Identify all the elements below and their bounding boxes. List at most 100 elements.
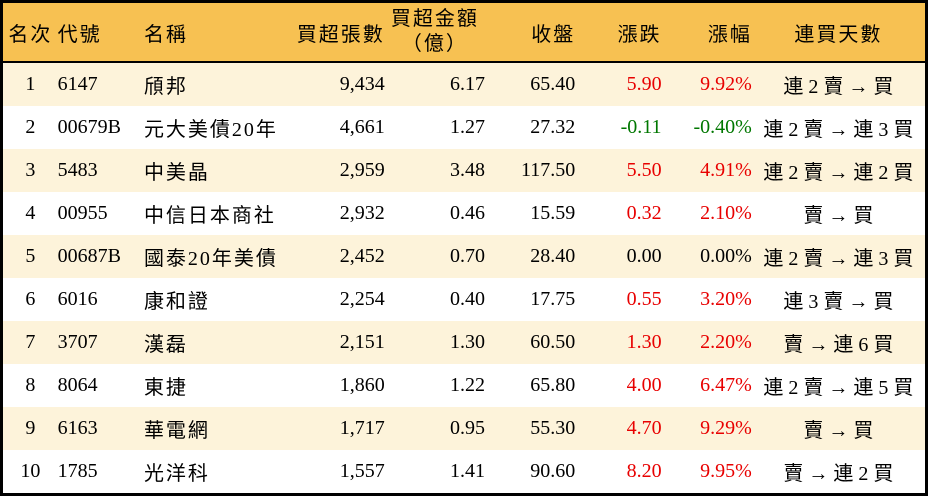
cell-name: 華電網	[143, 420, 210, 442]
cell-amount: 1.22	[450, 374, 486, 396]
cell-volume: 4,661	[339, 116, 385, 138]
cell-name: 東捷	[143, 377, 188, 399]
table-row: 3 5483 中美晶 2,959 3.48 117.50 5.50 4.91% 連 2 賣 → …	[1, 149, 927, 192]
cell-name: 漢磊	[143, 334, 188, 356]
cell-streak: 連 2 賣 → 買	[783, 76, 894, 98]
cell-change-pct: 9.95%	[700, 460, 752, 482]
cell-rank: 8	[25, 374, 36, 396]
cell-change-pct: 4.91%	[700, 159, 752, 181]
cell-change: 5.50	[626, 159, 662, 181]
cell-volume: 9,434	[339, 73, 385, 95]
cell-streak: 連 2 賣 → 連 5 買	[763, 377, 914, 399]
col-header-amount: 買超金額 （億）	[384, 1, 486, 63]
table-row: 8 8064 東捷 1,860 1.22 65.80 4.00 6.47% 連 2 賣 → 連 …	[1, 364, 927, 407]
cell-change-pct: 3.20%	[700, 288, 752, 310]
cell-streak: 連 2 賣 → 連 3 買	[763, 248, 914, 270]
cell-volume: 1,860	[339, 374, 385, 396]
cell-streak: 連 2 賣 → 連 3 買	[763, 119, 914, 141]
col-header-change-pct: 漲幅	[661, 1, 752, 63]
col-header-code: 代號	[57, 1, 144, 63]
cell-code: 00955	[57, 202, 108, 224]
table-body: 1 6147 頎邦 9,434 6.17 65.40 5.90 9.92% 連 2 賣 → 買 2…	[1, 62, 927, 495]
table-header: 名次 代號 名稱 買超張數 買超金額 （億） 收盤 漲跌 漲幅 連買天數	[1, 1, 927, 63]
cell-volume: 2,932	[339, 202, 385, 224]
cell-name: 光洋科	[143, 463, 210, 485]
cell-change-pct: 9.92%	[700, 73, 752, 95]
col-header-amount-line2: （億）	[401, 33, 468, 55]
cell-streak: 賣 → 買	[803, 205, 874, 227]
table-row: 5 00687B 國泰20年美債 2,452 0.70 28.40 0.00 0.00% 連 2…	[1, 235, 927, 278]
table-row: 10 1785 光洋科 1,557 1.41 90.60 8.20 9.95% 賣 → 連 2 …	[1, 450, 927, 495]
cell-close: 27.32	[530, 116, 576, 138]
cell-name: 頎邦	[143, 76, 188, 98]
cell-close: 15.59	[530, 202, 576, 224]
table-row: 9 6163 華電網 1,717 0.95 55.30 4.70 9.29% 賣 → 買	[1, 407, 927, 450]
table-row: 6 6016 康和證 2,254 0.40 17.75 0.55 3.20% 連 3 賣 → 買	[1, 278, 927, 321]
cell-rank: 10	[20, 460, 41, 482]
cell-name: 中美晶	[143, 162, 210, 184]
cell-change: 5.90	[626, 73, 662, 95]
cell-code: 8064	[57, 374, 98, 396]
cell-streak: 連 2 賣 → 連 2 買	[763, 162, 914, 184]
cell-change-pct: 2.20%	[700, 331, 752, 353]
col-header-streak: 連買天數	[751, 1, 927, 63]
cell-change: 0.32	[626, 202, 662, 224]
cell-code: 6016	[57, 288, 98, 310]
cell-amount: 0.70	[450, 245, 486, 267]
cell-code: 5483	[57, 159, 98, 181]
cell-close: 17.75	[530, 288, 576, 310]
cell-amount: 6.17	[450, 73, 486, 95]
table-row: 2 00679B 元大美債20年 4,661 1.27 27.32 -0.11 -0.40% 連…	[1, 106, 927, 149]
cell-change: 0.55	[626, 288, 662, 310]
col-header-change: 漲跌	[575, 1, 662, 63]
cell-close: 90.60	[530, 460, 576, 482]
cell-amount: 0.40	[450, 288, 486, 310]
cell-name: 中信日本商社	[143, 205, 276, 227]
cell-close: 117.50	[521, 159, 576, 181]
cell-rank: 9	[25, 417, 36, 439]
col-header-amount-line1: 買超金額	[390, 8, 479, 30]
cell-change-pct: 9.29%	[700, 417, 752, 439]
cell-change-pct: -0.40%	[693, 116, 752, 138]
cell-change-pct: 6.47%	[700, 374, 752, 396]
cell-change: 1.30	[626, 331, 662, 353]
cell-change: 0.00	[626, 245, 662, 267]
cell-amount: 0.95	[450, 417, 486, 439]
cell-rank: 1	[25, 73, 36, 95]
cell-rank: 7	[25, 331, 36, 353]
cell-name: 康和證	[143, 291, 210, 313]
cell-change-pct: 0.00%	[700, 245, 752, 267]
cell-change: -0.11	[620, 116, 662, 138]
col-header-close: 收盤	[485, 1, 576, 63]
cell-amount: 3.48	[450, 159, 486, 181]
cell-close: 65.40	[530, 73, 576, 95]
cell-amount: 1.41	[450, 460, 486, 482]
cell-volume: 2,452	[339, 245, 385, 267]
cell-rank: 5	[25, 245, 36, 267]
cell-streak: 連 3 賣 → 買	[783, 291, 894, 313]
cell-streak: 賣 → 買	[803, 420, 874, 442]
cell-code: 3707	[57, 331, 98, 353]
cell-close: 55.30	[530, 417, 576, 439]
cell-volume: 1,717	[339, 417, 385, 439]
cell-amount: 1.30	[450, 331, 486, 353]
cell-volume: 1,557	[339, 460, 385, 482]
table-row: 7 3707 漢磊 2,151 1.30 60.50 1.30 2.20% 賣 → 連 6 買	[1, 321, 927, 364]
cell-close: 28.40	[530, 245, 576, 267]
cell-change-pct: 2.10%	[700, 202, 752, 224]
cell-rank: 4	[25, 202, 36, 224]
cell-amount: 1.27	[450, 116, 486, 138]
cell-rank: 6	[25, 288, 36, 310]
cell-rank: 3	[25, 159, 36, 181]
table-row: 1 6147 頎邦 9,434 6.17 65.40 5.90 9.92% 連 2 賣 → 買	[1, 62, 927, 106]
cell-amount: 0.46	[450, 202, 486, 224]
header-row: 名次 代號 名稱 買超張數 買超金額 （億） 收盤 漲跌 漲幅 連買天數	[1, 1, 927, 63]
cell-close: 60.50	[530, 331, 576, 353]
cell-name: 元大美債20年	[143, 119, 278, 141]
cell-streak: 賣 → 連 6 買	[783, 334, 894, 356]
cell-code: 00679B	[57, 116, 122, 138]
col-header-rank: 名次	[1, 1, 58, 63]
cell-streak: 賣 → 連 2 買	[783, 463, 894, 485]
cell-change: 4.00	[626, 374, 662, 396]
